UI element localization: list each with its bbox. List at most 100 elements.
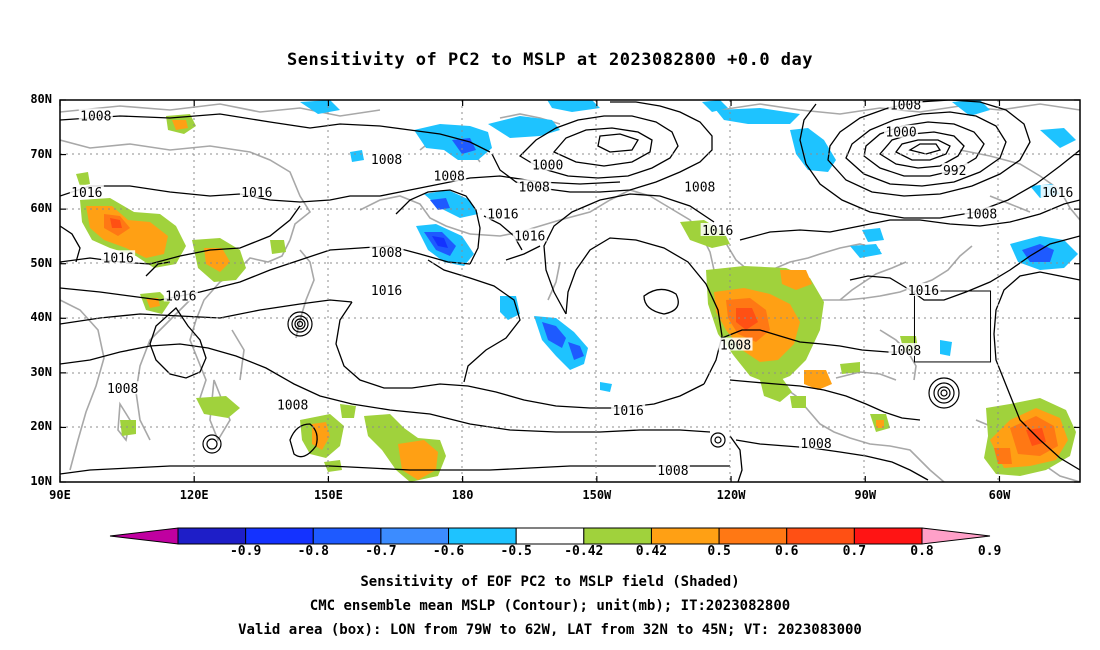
contour-label-bg xyxy=(78,108,113,122)
colorbar-label: -0.9 xyxy=(229,544,262,559)
contour-label: 1008 xyxy=(371,246,402,261)
colorbar-label: 0.6 xyxy=(774,544,799,559)
contour-label: 1008 xyxy=(519,180,550,195)
lat-lon-grid xyxy=(60,100,1080,482)
contour-label: 1016 xyxy=(103,251,134,266)
contour-label-bg xyxy=(799,435,834,449)
colorbar xyxy=(109,527,991,545)
contour-label-bg xyxy=(163,288,198,302)
lon-label: 90E xyxy=(49,488,71,502)
contour-label-bg xyxy=(888,100,923,111)
contour-label: 1008 xyxy=(107,382,138,397)
lat-label: 70N xyxy=(30,146,52,161)
contour-label-bg xyxy=(611,403,646,417)
contour-label-bg xyxy=(964,206,999,220)
contour-label-bg xyxy=(369,152,404,166)
contour-label-bg xyxy=(239,184,274,198)
colorbar-label: -0.7 xyxy=(365,544,397,559)
colorbar-swatch xyxy=(718,527,788,545)
contour-label: 1016 xyxy=(1042,186,1073,201)
contour-label-bg xyxy=(1040,184,1075,198)
contour-label-bg xyxy=(485,206,520,220)
colorbar-swatch xyxy=(380,527,450,545)
contour-label: 1008 xyxy=(966,208,997,223)
colorbar-swatch xyxy=(312,527,382,545)
lat-label: 20N xyxy=(30,419,52,434)
contour-label-bg xyxy=(101,250,136,264)
colorbar-swatch xyxy=(177,527,247,545)
caption-valid-area: Valid area (box): LON from 79W to 62W, L… xyxy=(238,622,862,638)
lon-label: 60W xyxy=(988,488,1011,502)
contour-label-bg xyxy=(369,244,404,258)
contour-label-bg xyxy=(941,162,968,176)
contour-label: 1008 xyxy=(720,339,751,354)
colorbar-label: -0.6 xyxy=(432,544,465,559)
colorbar-label: 0.8 xyxy=(910,544,934,559)
lat-label: 50N xyxy=(30,255,52,270)
lon-label: 120W xyxy=(716,488,746,502)
lat-label: 30N xyxy=(30,364,52,379)
contour-label-bg xyxy=(682,179,717,193)
colorbar-label: 0.42 xyxy=(635,544,668,559)
lon-label: 120E xyxy=(179,488,209,502)
colorbar-swatch xyxy=(448,527,517,545)
colorbar-label: -0.5 xyxy=(500,544,532,559)
colorbar-swatch xyxy=(786,527,855,545)
contour-label: 1016 xyxy=(165,289,196,304)
lon-label: 150W xyxy=(582,488,612,502)
contour-label-bg xyxy=(655,463,690,477)
colorbar-label: -0.42 xyxy=(564,544,604,559)
contour-label-bg xyxy=(700,222,735,236)
colorbar-end-high xyxy=(921,527,991,545)
contour-label-bg xyxy=(884,124,919,138)
axis-ticks xyxy=(59,99,1080,483)
colorbar-swatch xyxy=(583,527,652,545)
map-title: Sensitivity of PC2 to MSLP at 2023082800… xyxy=(286,50,813,70)
contour-label: 1016 xyxy=(241,186,272,201)
contour-label-bg xyxy=(718,337,753,351)
contour-label: 1008 xyxy=(434,169,465,184)
contour-label: 992 xyxy=(943,164,966,179)
contour-label: 1008 xyxy=(80,109,111,124)
colorbar-swatch xyxy=(650,527,720,545)
contour-label: 1016 xyxy=(514,229,545,244)
colorbar-swatch xyxy=(853,527,923,545)
colorbar-label: 0.5 xyxy=(707,544,731,559)
colorbar-end-low xyxy=(109,527,179,545)
contour-label: 1016 xyxy=(71,186,102,201)
contour-label-bg xyxy=(369,283,404,296)
lon-label: 150E xyxy=(313,488,343,502)
contour-label: 1016 xyxy=(702,224,733,239)
caption-shading: Sensitivity of EOF PC2 to MSLP field (Sh… xyxy=(360,574,740,590)
colorbar-swatch xyxy=(515,527,585,545)
contour-label: 1008 xyxy=(277,399,308,414)
contour-label: 1008 xyxy=(890,344,921,359)
contour-label: 1016 xyxy=(908,284,939,299)
lat-label: 40N xyxy=(30,310,52,325)
contour-label: 1000 xyxy=(885,126,916,141)
contour-label-bg xyxy=(512,228,547,242)
contour-label: 1008 xyxy=(657,464,688,479)
contour-label: 1008 xyxy=(800,437,831,452)
contour-label: 1008 xyxy=(890,98,921,113)
colorbar-label: -0.8 xyxy=(297,544,329,559)
contour-label: 1016 xyxy=(613,404,644,419)
contour-label-bg xyxy=(105,381,140,395)
contour-label: 1016 xyxy=(371,284,402,299)
colorbar-label: 0.9 xyxy=(977,544,1002,559)
contour-label: 1008 xyxy=(684,180,715,195)
contour-label: 1000 xyxy=(532,158,563,173)
colorbar-label: 0.7 xyxy=(842,544,867,559)
lon-label: 180 xyxy=(451,488,474,502)
contour-label-bg xyxy=(517,179,552,193)
tropical-lows xyxy=(202,311,960,454)
lat-label: 80N xyxy=(30,92,52,106)
contour-label-bg xyxy=(906,283,941,296)
contour-label-bg xyxy=(432,168,467,182)
lat-label: 10N xyxy=(30,474,52,488)
contour-label: 1016 xyxy=(487,208,518,223)
contour-label-bg xyxy=(530,157,565,171)
valid-area-box xyxy=(913,290,992,363)
